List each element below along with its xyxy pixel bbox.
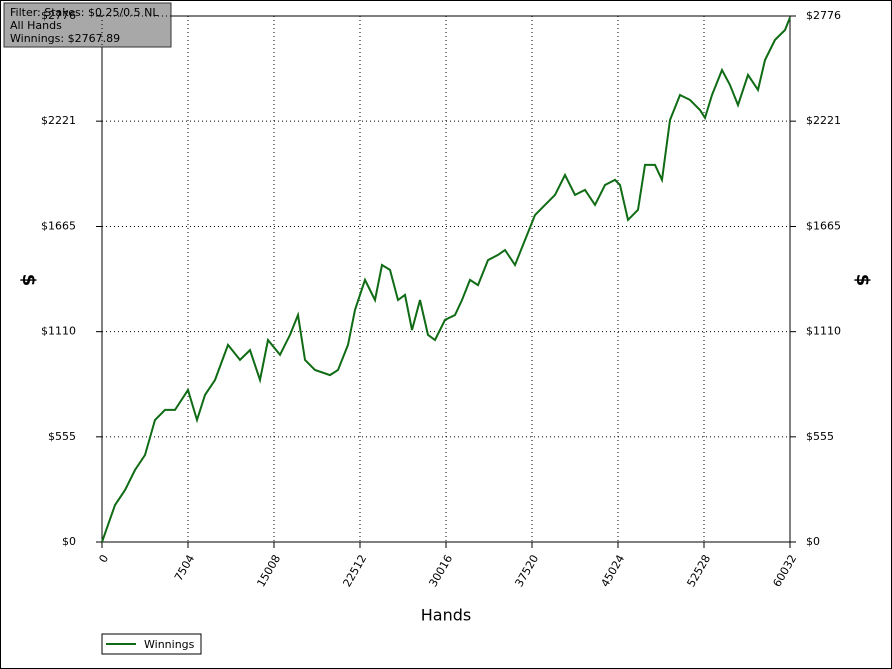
- y2-tick-label: $2776: [806, 9, 841, 22]
- legend: [101, 633, 202, 655]
- info-line: Winnings: $2767.89: [10, 32, 120, 45]
- y2-axis-label: $: [852, 274, 873, 287]
- y2-tick-label: $2221: [806, 114, 841, 127]
- y-tick-label: $2221: [41, 114, 76, 127]
- info-line: All Hands: [10, 19, 62, 32]
- y2-tick-label: $0: [806, 535, 820, 548]
- series-line: [101, 17, 791, 543]
- x-axis-label: Hands: [421, 606, 471, 625]
- legend-label: Winnings: [144, 638, 195, 651]
- y-tick-label: $0: [62, 535, 76, 548]
- y2-tick-label: $1110: [806, 325, 841, 338]
- info-line: Filter: Stakes: $0.25/0.5 NL: [10, 6, 159, 19]
- y-tick-label: $2776: [41, 9, 76, 22]
- info-box: [3, 2, 172, 48]
- y-axis-label: $: [18, 274, 39, 287]
- y2-tick-label: $555: [806, 430, 834, 443]
- y-tick-label: $1665: [41, 220, 76, 233]
- y-tick-label: $1110: [41, 325, 76, 338]
- y-tick-label: $555: [48, 430, 76, 443]
- y2-tick-label: $1665: [806, 220, 841, 233]
